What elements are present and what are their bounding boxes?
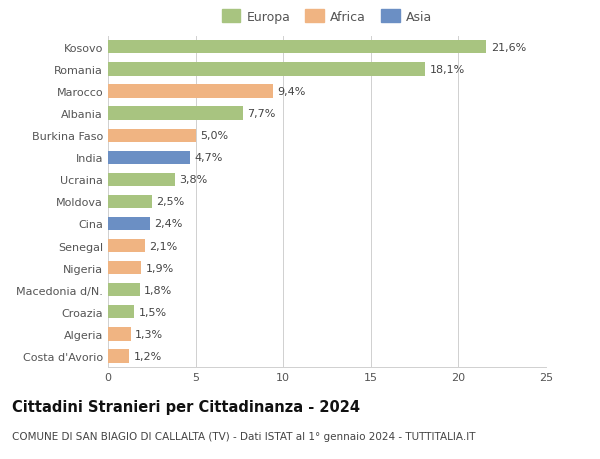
Bar xyxy=(108,350,129,363)
Text: Cittadini Stranieri per Cittadinanza - 2024: Cittadini Stranieri per Cittadinanza - 2… xyxy=(12,399,360,414)
Bar xyxy=(108,129,196,142)
Bar xyxy=(108,85,272,98)
Bar xyxy=(108,174,175,186)
Text: 5,0%: 5,0% xyxy=(200,131,228,141)
Bar xyxy=(108,262,141,274)
Text: 2,4%: 2,4% xyxy=(154,219,183,229)
Bar xyxy=(108,196,152,208)
Bar xyxy=(108,107,243,120)
Bar xyxy=(108,240,145,252)
Bar xyxy=(108,41,487,54)
Text: 1,2%: 1,2% xyxy=(133,351,161,361)
Text: 2,5%: 2,5% xyxy=(156,197,184,207)
Legend: Europa, Africa, Asia: Europa, Africa, Asia xyxy=(221,10,433,24)
Bar xyxy=(108,151,190,164)
Text: 1,9%: 1,9% xyxy=(146,263,174,273)
Text: 1,5%: 1,5% xyxy=(139,307,167,317)
Text: COMUNE DI SAN BIAGIO DI CALLALTA (TV) - Dati ISTAT al 1° gennaio 2024 - TUTTITAL: COMUNE DI SAN BIAGIO DI CALLALTA (TV) - … xyxy=(12,431,476,442)
Text: 18,1%: 18,1% xyxy=(430,65,465,75)
Bar xyxy=(108,306,134,319)
Text: 2,1%: 2,1% xyxy=(149,241,178,251)
Text: 3,8%: 3,8% xyxy=(179,175,207,185)
Bar xyxy=(108,328,131,341)
Bar xyxy=(108,63,425,76)
Bar xyxy=(108,284,140,297)
Text: 4,7%: 4,7% xyxy=(195,153,223,163)
Text: 21,6%: 21,6% xyxy=(491,43,526,53)
Text: 1,3%: 1,3% xyxy=(135,329,163,339)
Text: 1,8%: 1,8% xyxy=(144,285,172,295)
Text: 7,7%: 7,7% xyxy=(247,109,275,119)
Bar xyxy=(108,218,150,230)
Text: 9,4%: 9,4% xyxy=(277,87,305,97)
